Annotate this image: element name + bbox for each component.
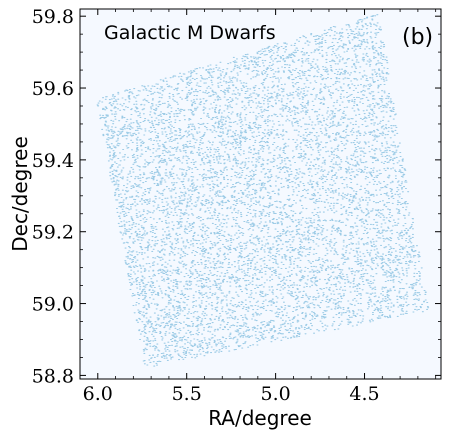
x-axis: 6.0 5.5 5.0 4.5 [79, 9, 437, 405]
chart-title: Galactic M Dwarfs [104, 22, 276, 44]
x-tick-label: 6.0 [83, 383, 113, 405]
y-tick-label: 59.8 [32, 6, 74, 28]
y-tick-label: 59.0 [32, 294, 74, 316]
panel-label: (b) [402, 25, 433, 50]
x-axis-label: RA/degree [208, 406, 312, 430]
y-axis: 58.8 59.0 59.2 59.4 59.6 59.8 [32, 6, 441, 387]
y-tick-label: 58.8 [32, 365, 74, 387]
data-points [96, 14, 430, 367]
y-axis-label: Dec/degree [8, 136, 32, 252]
x-tick-label: 5.0 [261, 383, 291, 405]
x-tick-label: 4.5 [349, 383, 379, 405]
y-tick-label: 59.4 [32, 150, 74, 172]
scatter-points [96, 14, 430, 367]
x-tick-label: 5.5 [172, 383, 202, 405]
plot-frame [79, 8, 442, 380]
y-tick-label: 59.2 [32, 222, 74, 244]
y-tick-label: 59.6 [32, 78, 74, 100]
